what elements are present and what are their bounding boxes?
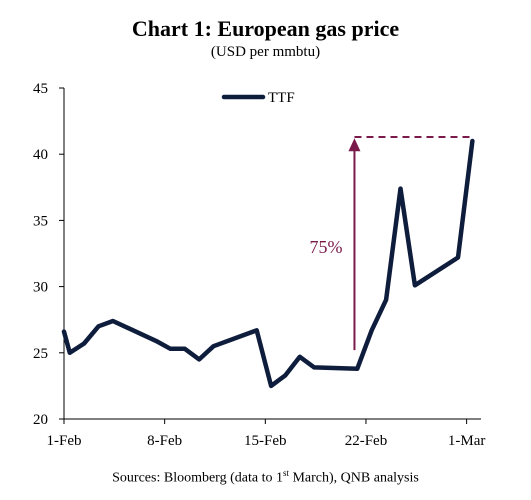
y-tick-label: 45: [33, 81, 48, 97]
increase-arrow-head: [348, 138, 361, 152]
source-superscript: st: [282, 468, 289, 478]
y-axis-ticks: 20 25 30 35 40 45: [33, 81, 64, 428]
source-suffix: March), QNB analysis: [288, 470, 419, 486]
source-note: Sources: Bloomberg (data to 1st March), …: [0, 468, 531, 487]
x-tick-label: 8-Feb: [147, 433, 182, 449]
series-line-ttf: [61, 138, 475, 389]
series-group: [61, 138, 475, 389]
x-tick-label: 1-Mar: [448, 433, 486, 449]
chart-subtitle: (USD per mmbtu): [210, 44, 321, 60]
annotation-label: 75%: [309, 237, 342, 257]
x-axis-ticks: 1-Feb 8-Feb 15-Feb 22-Feb 1-Mar: [47, 419, 486, 449]
chart-title: Chart 1: European gas price: [131, 16, 400, 41]
y-tick-label: 20: [33, 412, 48, 428]
y-tick-label: 40: [33, 147, 48, 163]
y-tick-label: 35: [33, 213, 48, 229]
legend: TTF: [221, 90, 295, 106]
y-tick-label: 25: [33, 346, 48, 362]
x-tick-label: 22-Feb: [345, 433, 388, 449]
legend-label: TTF: [268, 90, 295, 106]
x-tick-label: 15-Feb: [244, 433, 287, 449]
y-tick-label: 30: [33, 280, 48, 296]
x-tick-label: 1-Feb: [47, 433, 82, 449]
axes: [63, 88, 481, 420]
annotation-group: 75%: [309, 135, 475, 351]
source-prefix: Sources: Bloomberg (data to 1: [112, 470, 283, 486]
